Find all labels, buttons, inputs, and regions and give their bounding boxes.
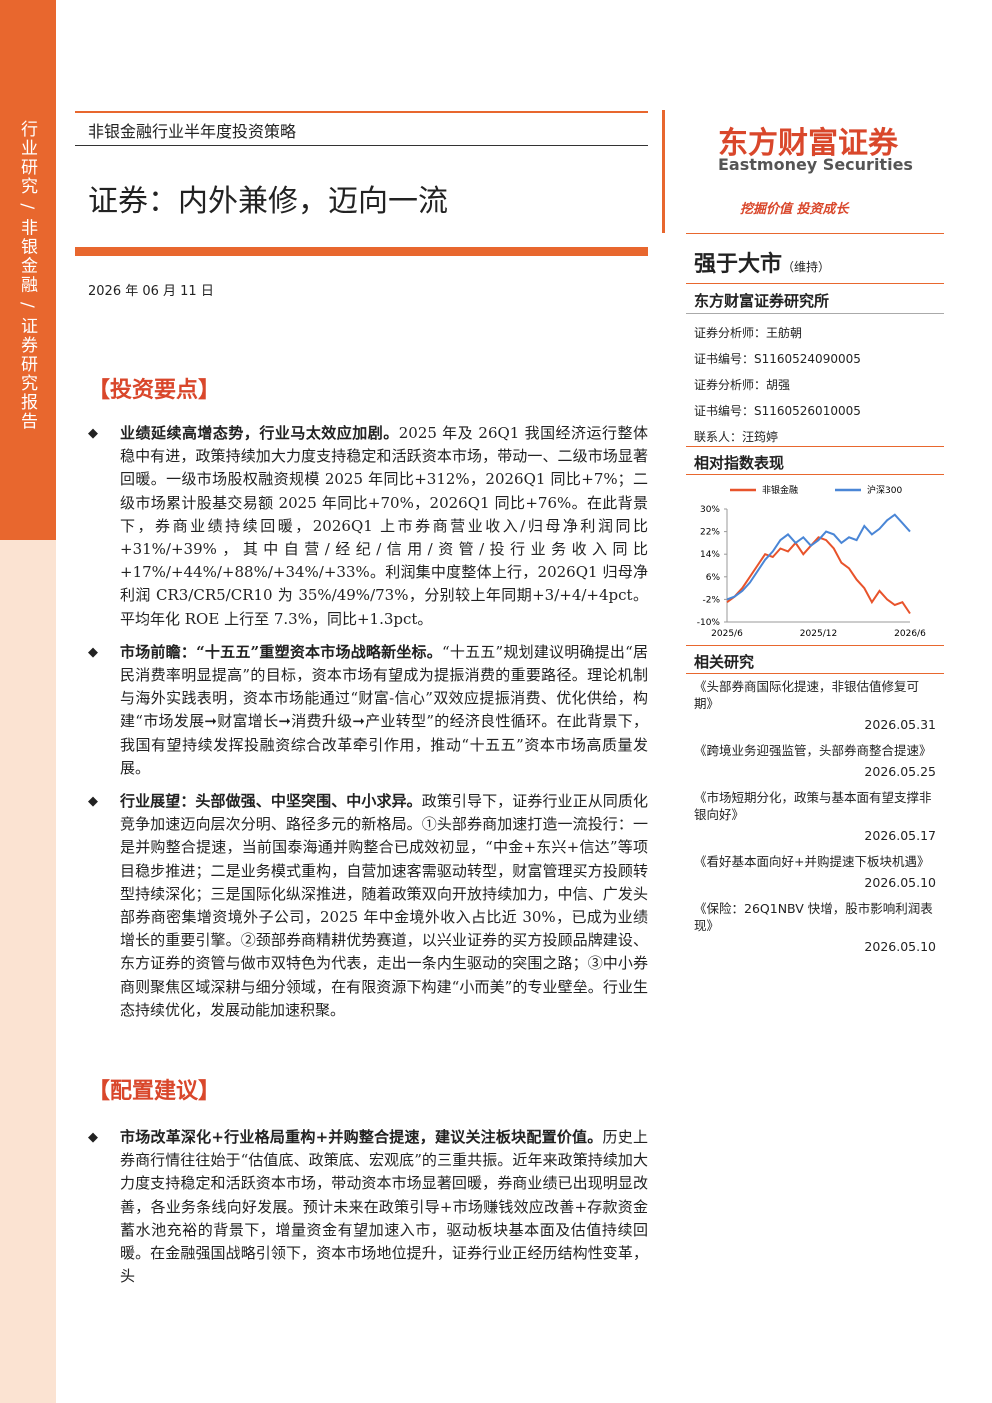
sidebar-text: 行业研究 / 非银金融 / 证券研究报告 [17,120,37,432]
lead: 市场前瞻：“十五五”重塑资本市场战略新坐标。 [120,642,442,661]
rule [686,313,944,314]
series-line [726,536,911,615]
related-heading: 相关研究 [694,653,755,671]
rule [75,111,648,113]
legend-label: 沪深300 [867,484,902,496]
y-tick-label: -10% [697,618,721,628]
report-date: 2026.05.17 [864,828,936,843]
analyst-line: 证书编号：S1160524090005 [694,352,861,366]
rule [686,474,944,475]
bullet: 市场改革深化+行业格局重构+并购整合提速，建议关注板块配置价值。历史上券商行情往… [88,1126,648,1288]
chart: -10% -2% 6% 14% 22% 30% 2025/6 2025/12 2026/6 非银金… [697,484,926,639]
report-date: 2026.05.31 [864,717,936,732]
analysts: 证券分析师：王舫朝 证书编号：S1160524090005 证券分析师：胡强 证… [694,320,944,450]
rule [75,247,648,256]
legend-label: 非银金融 [762,484,798,496]
date: 2026 年 06 月 11 日 [88,284,214,299]
lead: 市场改革深化+行业格局重构+并购整合提速，建议关注板块配置价值。 [120,1128,603,1146]
bullet: 行业展望：头部做强、中坚突围、中小求异。政策引导下，证券行业正从同质化竞争加速迈… [88,790,648,1022]
heading: 【投资要点】 [88,377,221,403]
text: 历史上券商行情往往始于“估值底、政策底、宏观底”的三重共振。近年来政策持续加大力… [120,1128,648,1286]
analyst-line: 证书编号：S1160526010005 [694,404,861,418]
rule [686,283,944,284]
x-tick-label: 2026/6 [894,629,926,639]
brand-english: Eastmoney Securities [718,155,913,174]
report-title: 《保险：26Q1NBV 快增，股市影响利润表现》 [694,901,933,933]
lead: 业绩延续高增态势，行业马太效应加剧。 [120,424,399,442]
text: “十五五”规划建议明确提出“居民消费率明显提高”的目标，资本市场有望成为提振消费… [120,642,648,777]
chart-heading: 相对指数表现 [694,454,785,472]
report-title: 《头部券商国际化提速，非银估值修复可期》 [694,679,920,711]
bullets: 市场改革深化+行业格局重构+并购整合提速，建议关注板块配置价值。历史上券商行情往… [88,1126,648,1298]
series-title: 非银金融行业半年度投资策略 [88,122,297,141]
brand-name: 东方财富证券 [718,126,898,161]
report-date: 2026.05.25 [864,764,936,779]
rule [686,446,944,447]
rating: 强于大市（维持） [694,246,830,278]
y-tick-label: -2% [702,595,720,605]
rule [75,145,648,146]
analyst-line: 证券分析师：王舫朝 [694,326,803,340]
series-line [726,513,911,601]
report-date: 2026.05.10 [864,939,936,954]
bullet: 市场前瞻：“十五五”重塑资本市场战略新坐标。“十五五”规划建议明确提出“居民消费… [88,641,648,780]
y-tick-label: 30% [700,505,720,515]
rule [686,673,944,674]
bullet: 业绩延续高增态势，行业马太效应加剧。2025 年及 26Q1 我国经济运行整体稳… [88,422,648,631]
rating-note: （维持） [782,260,831,274]
sidebar [0,0,56,1403]
rule [686,645,944,646]
rule [662,110,665,233]
report-title: 《看好基本面向好+并购提速下板块机遇》 [694,854,930,869]
heading: 【配置建议】 [88,1078,221,1104]
y-tick-label: 14% [700,550,720,560]
analyst-line: 证券分析师：胡强 [694,378,791,392]
analyst-line: 联系人：汪筠婷 [694,430,779,444]
report-title: 《跨境业务迎强监管，头部券商整合提速》 [694,743,932,758]
institute: 东方财富证券研究所 [694,292,830,310]
title: 证券：内外兼修，迈向一流 [88,184,448,219]
rule [686,233,944,234]
related-list: 《头部券商国际化提速，非银估值修复可期》 2026.05.31 《跨境业务迎强监管… [694,678,936,964]
text: 政策引导下，证券行业正从同质化竞争加速迈向层次分明、路径多元的新格局。①头部券商… [120,792,648,1019]
lead: 行业展望：头部做强、中坚突围、中小求异。 [120,792,422,811]
report-date: 2026.05.10 [864,875,936,890]
x-tick-label: 2025/12 [800,629,837,639]
report-title: 《市场短期分化，政策与基本面有望支撑非银向好》 [694,790,932,822]
bullets: 业绩延续高增态势，行业马太效应加剧。2025 年及 26Q1 我国经济运行整体稳… [88,422,648,1032]
x-tick-label: 2025/6 [711,629,743,639]
y-tick-label: 6% [706,573,721,583]
slogan: 挖掘价值 投资成长 [740,202,849,217]
y-tick-label: 22% [700,528,720,538]
rating-text: 强于大市 [694,252,783,277]
text: 2025 年及 26Q1 我国经济运行整体稳中有进，政策持续加大力度支持稳定和活… [120,424,648,628]
